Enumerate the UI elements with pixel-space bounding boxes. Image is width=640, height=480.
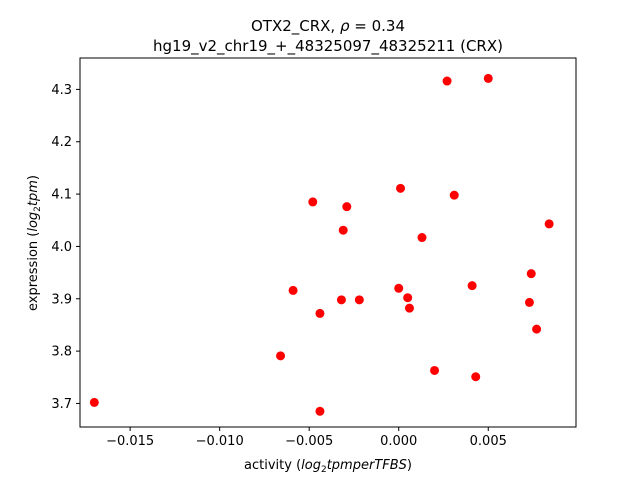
data-point [396,183,406,193]
data-point [417,233,427,243]
data-point [471,372,481,382]
data-point [430,365,440,375]
data-point [544,219,554,229]
data-point [276,351,286,361]
y-tick-label: 3.9 [51,292,72,307]
data-point [342,202,352,212]
x-tick-label: −0.005 [285,434,333,449]
data-point [338,225,348,235]
plot-frame [79,57,577,428]
y-axis-label: expression (log2tpm) [26,175,43,311]
data-point [524,297,534,307]
data-point [467,281,477,291]
x-axis-ticks: −0.015 −0.010 −0.005 0.000 0.005 [106,427,507,449]
y-tick-label: 3.7 [51,397,72,412]
data-point [442,76,452,86]
data-point [404,303,414,313]
data-point [336,295,346,305]
y-tick-label: 4.1 [51,188,72,203]
chart-title-line1: OTX2_CRX, ρ = 0.34 [251,17,405,36]
x-axis-label: activity (log2tpmperTFBS) [244,458,412,475]
data-point [449,190,459,200]
x-tick-label: 0.000 [380,434,417,449]
y-tick-label: 4.0 [51,240,72,255]
x-tick-label: −0.015 [106,434,154,449]
x-tick-label: −0.010 [196,434,244,449]
y-tick-label: 4.3 [51,83,72,98]
data-point [315,406,325,416]
data-point [394,283,404,293]
data-point [288,285,298,295]
chart-title-line2: hg19_v2_chr19_+_48325097_48325211 (CRX) [153,37,503,56]
x-tick-label: 0.005 [470,434,507,449]
data-point [526,269,536,279]
data-point [483,73,493,83]
data-point [403,293,413,303]
plot-area [80,58,576,427]
y-axis-ticks: 3.7 3.8 3.9 4.0 4.1 4.2 4.3 [51,83,80,412]
data-point [89,397,99,407]
data-point [354,295,364,305]
y-tick-label: 4.2 [51,135,72,150]
data-points [89,73,554,416]
y-tick-label: 3.8 [51,345,72,360]
data-point [308,197,318,207]
chart-title: OTX2_CRX, ρ = 0.34 hg19_v2_chr19_+_48325… [153,17,503,56]
data-point [532,324,542,334]
data-point [315,308,325,318]
